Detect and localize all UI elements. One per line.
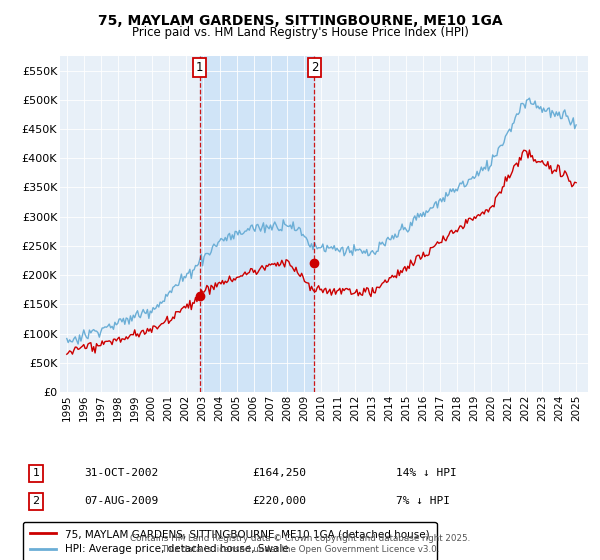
- Text: Price paid vs. HM Land Registry's House Price Index (HPI): Price paid vs. HM Land Registry's House …: [131, 26, 469, 39]
- Text: £164,250: £164,250: [252, 468, 306, 478]
- Text: 7% ↓ HPI: 7% ↓ HPI: [396, 496, 450, 506]
- Text: 31-OCT-2002: 31-OCT-2002: [84, 468, 158, 478]
- Text: Contains HM Land Registry data © Crown copyright and database right 2025.
This d: Contains HM Land Registry data © Crown c…: [130, 534, 470, 554]
- Text: 1: 1: [32, 468, 40, 478]
- Text: 14% ↓ HPI: 14% ↓ HPI: [396, 468, 457, 478]
- Text: 07-AUG-2009: 07-AUG-2009: [84, 496, 158, 506]
- Text: 2: 2: [311, 61, 318, 74]
- Text: 75, MAYLAM GARDENS, SITTINGBOURNE, ME10 1GA: 75, MAYLAM GARDENS, SITTINGBOURNE, ME10 …: [98, 14, 502, 28]
- Bar: [200, 56, 314, 392]
- Text: £220,000: £220,000: [252, 496, 306, 506]
- Text: 1: 1: [196, 61, 203, 74]
- Legend: 75, MAYLAM GARDENS, SITTINGBOURNE, ME10 1GA (detached house), HPI: Average price: 75, MAYLAM GARDENS, SITTINGBOURNE, ME10 …: [23, 522, 437, 560]
- Text: 2: 2: [32, 496, 40, 506]
